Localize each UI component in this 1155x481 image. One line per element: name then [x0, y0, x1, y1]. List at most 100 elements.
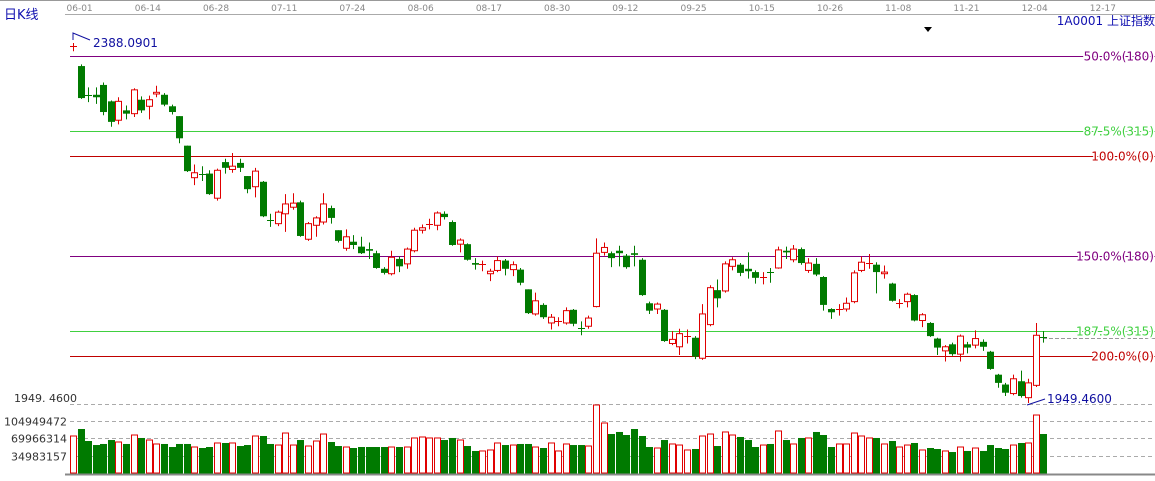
candle [123, 105, 130, 120]
candle-body [927, 322, 934, 337]
candle-body [419, 227, 426, 231]
volume-bar [745, 440, 752, 474]
candle [328, 205, 335, 224]
volume-bar [942, 450, 949, 474]
fib-level-label: 150.0%(180) [1076, 250, 1154, 264]
candle-body [184, 145, 191, 172]
volume-bar [350, 448, 357, 474]
candle [206, 170, 213, 195]
volume-bar [881, 443, 888, 474]
candle-body [169, 106, 176, 113]
volume-bar [146, 439, 153, 474]
volume-bar [972, 447, 979, 474]
candle [419, 224, 426, 234]
candle [510, 261, 517, 277]
volume-bar [623, 435, 630, 474]
volume-bar [828, 447, 835, 474]
candle-body [517, 269, 524, 283]
volume-bar [669, 443, 676, 474]
candle-body [813, 263, 820, 275]
volume-bar [131, 434, 138, 474]
volume-bar [995, 448, 1002, 474]
volume-bar [93, 445, 100, 474]
candle [1010, 374, 1017, 396]
candle-body [388, 256, 395, 275]
volume-bar [328, 441, 335, 474]
candle [487, 268, 494, 282]
volume-bar [964, 450, 971, 474]
candle [275, 210, 282, 227]
candle-body [851, 272, 858, 303]
candle-body [964, 344, 971, 348]
candle [100, 82, 107, 116]
candle-body [820, 277, 827, 305]
volume-bar [919, 449, 926, 474]
volume-bar [775, 430, 782, 474]
x-tick-label: 07-11 [271, 4, 297, 14]
candle [176, 116, 183, 144]
volume-bar [654, 447, 661, 474]
candle-body [714, 290, 721, 299]
candle-body [260, 181, 267, 217]
candle-body [548, 316, 555, 324]
candle [699, 304, 706, 360]
candle-body [335, 230, 342, 241]
volume-bar [646, 447, 653, 474]
candle [214, 168, 221, 201]
candle-body [131, 89, 138, 115]
candle [858, 256, 865, 273]
candle [631, 245, 638, 267]
candle [836, 304, 843, 316]
candle [995, 373, 1002, 388]
candle-body [585, 317, 592, 327]
volume-bar [191, 446, 198, 474]
candle-body [775, 249, 782, 269]
candle [813, 258, 820, 277]
candle [313, 216, 320, 237]
candle [805, 258, 812, 273]
volume-bar [419, 436, 426, 474]
candle-body [206, 173, 213, 195]
fib-level-label: 50.0%(180) [1084, 50, 1154, 64]
candle-body [108, 101, 115, 122]
candle-body [305, 223, 312, 240]
candle [366, 242, 373, 259]
candle [639, 258, 646, 296]
volume-bar [275, 444, 282, 474]
candle-body [146, 99, 153, 107]
candle-body [449, 222, 456, 245]
volume-bar [123, 443, 130, 474]
volume-bar [820, 435, 827, 474]
candle [783, 246, 790, 259]
candle-body [692, 337, 699, 357]
candle-body [472, 263, 479, 265]
candle [237, 158, 244, 172]
candle-body [176, 116, 183, 139]
candle [972, 330, 979, 349]
candle-body [646, 303, 653, 311]
candle [532, 292, 539, 316]
candle-body [540, 304, 547, 318]
candle-body [707, 287, 714, 326]
fib-level-label: 187.5%(315) [1076, 325, 1154, 339]
triangle-marker-icon [924, 27, 932, 32]
candle [305, 222, 312, 241]
candle [525, 289, 532, 314]
candle [93, 87, 100, 104]
candle-body [783, 250, 790, 253]
candle [1025, 378, 1032, 404]
candle-body [949, 344, 956, 355]
candle [949, 342, 956, 356]
volume-bar [593, 404, 600, 474]
candle-body [78, 66, 85, 99]
candle-body [934, 338, 941, 348]
volume-bar [904, 444, 911, 474]
volume-bar [214, 442, 221, 474]
x-tick-label: 11-08 [885, 4, 911, 14]
candle [745, 252, 752, 279]
candle [980, 339, 987, 351]
volume-bar [1025, 442, 1032, 474]
volume-bar [260, 435, 267, 474]
